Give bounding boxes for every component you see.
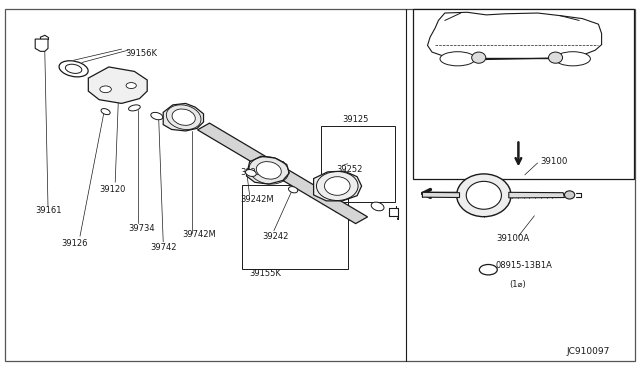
Text: JC910097: JC910097 xyxy=(566,347,610,356)
Ellipse shape xyxy=(126,83,136,89)
Ellipse shape xyxy=(59,61,88,77)
Ellipse shape xyxy=(440,52,475,66)
Text: 39202: 39202 xyxy=(259,161,285,170)
Ellipse shape xyxy=(100,86,111,93)
Ellipse shape xyxy=(172,109,195,125)
Bar xyxy=(321,126,395,202)
Ellipse shape xyxy=(466,182,502,209)
Text: 08915-13B1A: 08915-13B1A xyxy=(496,262,553,270)
Polygon shape xyxy=(163,103,204,131)
Ellipse shape xyxy=(548,52,563,63)
Polygon shape xyxy=(428,12,602,60)
Text: 39100A: 39100A xyxy=(496,234,529,243)
Ellipse shape xyxy=(371,202,384,211)
Ellipse shape xyxy=(246,170,256,176)
Text: 39742: 39742 xyxy=(150,243,177,252)
Text: 39242: 39242 xyxy=(262,232,289,241)
Polygon shape xyxy=(509,192,564,198)
Ellipse shape xyxy=(555,52,590,66)
Polygon shape xyxy=(35,39,48,51)
Ellipse shape xyxy=(65,64,82,73)
Ellipse shape xyxy=(151,112,163,120)
Ellipse shape xyxy=(472,52,486,63)
Text: 39155K: 39155K xyxy=(250,269,282,278)
Polygon shape xyxy=(88,67,147,103)
Text: 39234: 39234 xyxy=(240,169,266,177)
Ellipse shape xyxy=(564,191,575,199)
Text: 39252: 39252 xyxy=(336,165,362,174)
Text: 39242M: 39242M xyxy=(240,195,274,203)
Bar xyxy=(242,185,348,269)
Ellipse shape xyxy=(457,174,511,217)
Ellipse shape xyxy=(101,109,110,115)
Text: 39156K: 39156K xyxy=(125,49,157,58)
Ellipse shape xyxy=(129,105,140,111)
Text: 39125: 39125 xyxy=(342,115,369,124)
Text: 39120: 39120 xyxy=(99,185,125,194)
Ellipse shape xyxy=(324,177,350,195)
Text: (1⌀): (1⌀) xyxy=(509,280,525,289)
Ellipse shape xyxy=(289,187,298,193)
Ellipse shape xyxy=(256,161,282,179)
Text: 39126: 39126 xyxy=(61,239,87,248)
Polygon shape xyxy=(198,123,367,224)
Polygon shape xyxy=(246,156,289,184)
Text: 39742M: 39742M xyxy=(182,230,216,239)
Text: 39100: 39100 xyxy=(541,157,568,166)
Polygon shape xyxy=(422,192,460,198)
Circle shape xyxy=(479,264,497,275)
Bar xyxy=(413,9,634,179)
Text: M: M xyxy=(485,267,492,272)
Text: 39734: 39734 xyxy=(128,224,155,233)
Text: 39161: 39161 xyxy=(35,206,61,215)
Polygon shape xyxy=(314,171,362,201)
